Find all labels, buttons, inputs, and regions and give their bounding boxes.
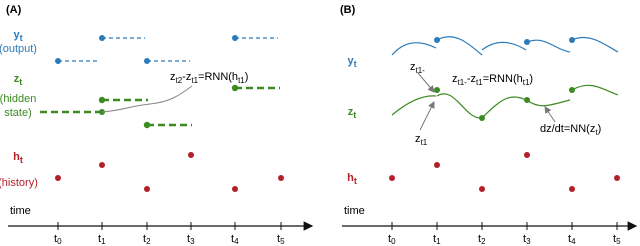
panel-label: (A) <box>6 4 22 16</box>
symbol: z <box>14 73 20 85</box>
subscript: 1 <box>101 237 106 246</box>
symbol: y <box>347 55 354 67</box>
subscript: 2 <box>146 237 151 246</box>
subscript: 4 <box>571 237 576 246</box>
subscript: t1 <box>476 78 483 87</box>
subscript: 1 <box>436 237 441 246</box>
tick-text: t <box>143 233 146 245</box>
text-part: =RNN(h <box>198 71 238 83</box>
text-part: ) <box>598 123 602 135</box>
axis-label: time <box>344 205 365 217</box>
annotation: zt1- <box>410 61 425 75</box>
subscript: t <box>353 110 356 120</box>
text-part: -z <box>182 71 191 83</box>
subscript: t <box>20 155 23 165</box>
symbol: z <box>348 106 354 118</box>
annotation: zt1--zt1=RNN(ht1) <box>452 73 533 87</box>
subscript: 4 <box>234 237 239 246</box>
panel-b-drawing <box>342 36 638 231</box>
tick-text: t <box>54 233 57 245</box>
panel-label: (B) <box>340 4 356 16</box>
subscript: t1 <box>421 138 428 147</box>
tick-text: t <box>613 233 616 245</box>
subscript: t <box>20 33 23 43</box>
tick-text: t <box>98 233 101 245</box>
row-description: (history) <box>0 177 38 189</box>
subscript: t <box>595 128 598 137</box>
tick-text: t <box>433 233 436 245</box>
text-part: z <box>410 61 416 73</box>
text-part: -z <box>467 73 476 85</box>
subscript: 0 <box>391 237 396 246</box>
tick-text: t <box>568 233 571 245</box>
annotation: zt1 <box>415 133 428 147</box>
text-part: ) <box>245 71 249 83</box>
tick-text: t <box>478 233 481 245</box>
subscript: 5 <box>616 237 621 246</box>
subscript: t <box>354 59 357 69</box>
row-label: yt <box>13 29 22 43</box>
text-part: =RNN(h <box>483 73 523 85</box>
tick-label: t0 <box>54 233 62 246</box>
tick-text: t <box>187 233 190 245</box>
symbol: h <box>13 151 20 163</box>
tick-label: t1 <box>98 233 106 246</box>
tick-label: t3 <box>187 233 195 246</box>
tick-label: t0 <box>388 233 396 246</box>
row-label: yt <box>347 55 356 69</box>
axis-label: time <box>10 205 31 217</box>
text-part: dz/dt=NN(z <box>540 123 595 135</box>
subscript: 3 <box>526 237 531 246</box>
tick-label: t5 <box>277 233 285 246</box>
subscript: 5 <box>280 237 285 246</box>
subscript: t <box>354 176 357 186</box>
panel-a-drawing <box>8 35 314 231</box>
tick-label: t2 <box>478 233 486 246</box>
text-part: ) <box>529 73 533 85</box>
tick-label: t4 <box>231 233 239 246</box>
row-label: ht <box>347 172 357 186</box>
tick-label: t1 <box>433 233 441 246</box>
subscript: 2 <box>481 237 486 246</box>
tick-label: t3 <box>523 233 531 246</box>
subscript: 0 <box>57 237 62 246</box>
tick-text: t <box>231 233 234 245</box>
tick-text: t <box>277 233 280 245</box>
tick-text: t <box>523 233 526 245</box>
annotation: dz/dt=NN(zt) <box>540 123 601 137</box>
subscript: t2 <box>176 76 183 85</box>
subscript: t1 <box>238 76 245 85</box>
subscript: t1 <box>523 78 530 87</box>
text-part: z <box>452 73 458 85</box>
row-description: (output) <box>0 43 37 55</box>
subscript: t <box>19 77 22 87</box>
tick-label: t2 <box>143 233 151 246</box>
row-label: ht <box>13 151 23 165</box>
subscript: 3 <box>190 237 195 246</box>
tick-label: t5 <box>613 233 621 246</box>
subscript: t1- <box>416 66 426 75</box>
symbol: y <box>13 29 20 41</box>
subscript: t1- <box>458 78 468 87</box>
row-label: zt <box>14 73 23 87</box>
tick-text: t <box>388 233 391 245</box>
annotation: zt2-zt1=RNN(ht1) <box>170 71 248 85</box>
text-part: z <box>415 133 421 145</box>
row-label: zt <box>348 106 357 120</box>
row-description: state) <box>4 107 32 119</box>
text-part: z <box>170 71 176 83</box>
row-description: (hidden <box>0 93 36 105</box>
subscript: t1 <box>191 76 198 85</box>
symbol: h <box>347 172 354 184</box>
tick-label: t4 <box>568 233 576 246</box>
